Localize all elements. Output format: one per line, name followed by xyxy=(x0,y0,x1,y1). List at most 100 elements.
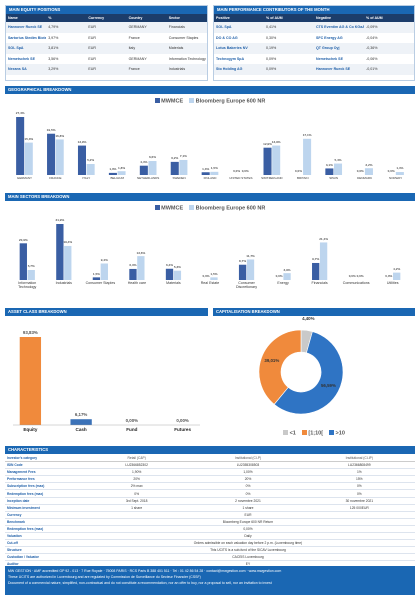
table-cell: 3,97% xyxy=(48,35,59,40)
table-cell: Nexans SA xyxy=(6,64,47,75)
table-cell: EUR xyxy=(88,56,96,61)
value-label: 1,5% xyxy=(210,271,218,276)
value-label: 0,0% xyxy=(385,274,393,279)
legend-swatch xyxy=(329,429,335,435)
legend-swatch xyxy=(154,98,160,103)
table-cell: Nemetschek SE xyxy=(316,56,343,61)
table-cell: 0,19% xyxy=(264,43,314,54)
table-cell: 0% xyxy=(303,482,415,491)
value-label: 6,3% xyxy=(129,263,137,268)
bar xyxy=(47,133,56,175)
value-label: 6,17% xyxy=(74,412,88,418)
table-cell: 1 share xyxy=(81,504,193,512)
table-cell: -0,01% xyxy=(364,64,414,75)
table-row: Cut-off Orders admissible on each valuati… xyxy=(5,539,415,548)
table-cell: Subscription fees (max) xyxy=(5,482,81,491)
table-row: Minimum investment 1 share 1 share 125 000E… xyxy=(5,504,415,512)
column-header: Name xyxy=(6,14,47,22)
table-cell: Materials xyxy=(166,43,207,54)
table-cell: LU2366852302 xyxy=(81,461,193,470)
table-cell: 3,29% xyxy=(46,64,87,75)
value-label: 3,9% xyxy=(283,267,291,272)
table-cell: 1% xyxy=(303,468,415,477)
table-cell: EUR xyxy=(86,64,127,75)
legend-item: MWMCE xyxy=(154,98,183,105)
section-title: MAIN EQUITY POSITIONS xyxy=(6,6,207,14)
table-cell: 1,00% xyxy=(192,468,304,477)
value-label: 0,00% xyxy=(125,418,139,424)
legend: MWMCE Bloomberg Europe 600 NR xyxy=(5,205,415,212)
value-label: 9,4% xyxy=(100,257,108,262)
bar xyxy=(393,272,401,280)
column-header: Sector xyxy=(166,14,207,22)
table-cell: Information Technology xyxy=(168,56,206,61)
slice xyxy=(258,329,302,405)
bar xyxy=(319,242,328,280)
bar xyxy=(395,172,404,175)
table-row: Currency EUR xyxy=(5,511,415,519)
legend-item: <1 xyxy=(283,429,296,436)
bar xyxy=(24,142,33,175)
legend-label: Bloomberg Europe 600 NR xyxy=(195,205,266,212)
table-row: Sartorius Stedim Biotech3,97% EUR France Co… xyxy=(6,33,207,44)
value-label: 8,7% xyxy=(239,259,247,264)
category-label: Health care xyxy=(127,281,147,285)
table-cell: 2% max xyxy=(81,482,193,491)
value-label: 6,6% xyxy=(148,155,156,160)
bar xyxy=(117,171,126,175)
table-cell: SOL SpA xyxy=(6,43,47,54)
value-label: 4,2% xyxy=(393,267,401,272)
table-cell: Valuation xyxy=(5,532,81,541)
legend-label: [1;10[ xyxy=(308,430,324,436)
bar xyxy=(86,163,95,175)
header-row: Name% Currency Country Sector xyxy=(6,14,207,22)
table-cell: Daily xyxy=(81,532,415,541)
category-label: BELGIUM xyxy=(110,176,124,180)
asset-chart: 93,83% Equity 6,17% Cash 0,00% Fund 0,00% Futur… xyxy=(5,317,208,442)
table-row: Redemption fees (max) 0% 0% 0% xyxy=(5,489,415,498)
table-cell: EUR xyxy=(88,35,96,40)
table-row: DO & CO AG 0,30% SFC Energy AG -0,04% xyxy=(214,33,414,44)
legend-label: MWMCE xyxy=(161,205,184,212)
legend-swatch xyxy=(154,205,160,210)
table-cell: 0,30% xyxy=(266,35,277,40)
column-header: Country xyxy=(126,14,167,22)
value-label: 3,1% xyxy=(325,162,333,167)
table-cell: 1 share xyxy=(192,504,304,512)
table-cell: 0% xyxy=(303,489,415,498)
category-label: FRANCE xyxy=(49,176,62,180)
category-label: ITALY xyxy=(82,176,91,180)
table-cell: Technogym SpA xyxy=(216,56,245,61)
table-cell: 0,00% xyxy=(81,525,415,534)
table-cell: 0,09% xyxy=(264,64,314,75)
footer-line: These UCITS are authorized in Luxembourg… xyxy=(8,574,201,579)
bar xyxy=(246,259,255,280)
table-row: SOL SpA 3,81% EUR Italy Materials xyxy=(6,43,207,54)
value-label: 9,7% xyxy=(312,257,320,262)
value-label: 0,0% xyxy=(356,274,364,279)
bar xyxy=(238,264,247,280)
contributors-table: Positive% of AUM Negative% of AUM SOL SpA 0… xyxy=(214,14,414,75)
table-cell: 4,79% xyxy=(46,22,87,33)
bar xyxy=(272,145,281,175)
table-cell: 20% xyxy=(81,475,193,484)
value-label: 5,3% xyxy=(173,265,181,270)
table-row: Inception date 3rd Sept. 2018 2 novembre 2… xyxy=(5,497,415,505)
table-cell: Italy xyxy=(126,43,167,54)
column-header: Institutional (CI-IP) xyxy=(303,455,415,463)
bar xyxy=(27,269,35,280)
value-label: 0,0% xyxy=(275,274,283,279)
table-cell: Benchmark xyxy=(5,518,81,526)
value-label: 12,9% xyxy=(263,142,272,147)
table-cell: Orders admissible on each valuation day … xyxy=(81,539,415,548)
characteristics-panel: Investor's category Retail (C&P) Instituti… xyxy=(5,455,415,565)
table-row: Subscription fees (max) 2% max 0% 0% xyxy=(5,482,415,491)
legend-swatch xyxy=(283,429,289,435)
category-label: Consumer Staples xyxy=(85,281,116,285)
table-cell: 0,09% xyxy=(266,56,277,61)
table-row: SOL SpA 0,41% CTS Eventim AG & Co KGaA -0,0… xyxy=(214,22,414,33)
value-label: 13,9% xyxy=(77,139,87,144)
table-cell: -0,36% xyxy=(364,43,414,54)
category-label: NORWAY xyxy=(388,176,403,180)
value-label: 56,59% xyxy=(320,382,336,388)
